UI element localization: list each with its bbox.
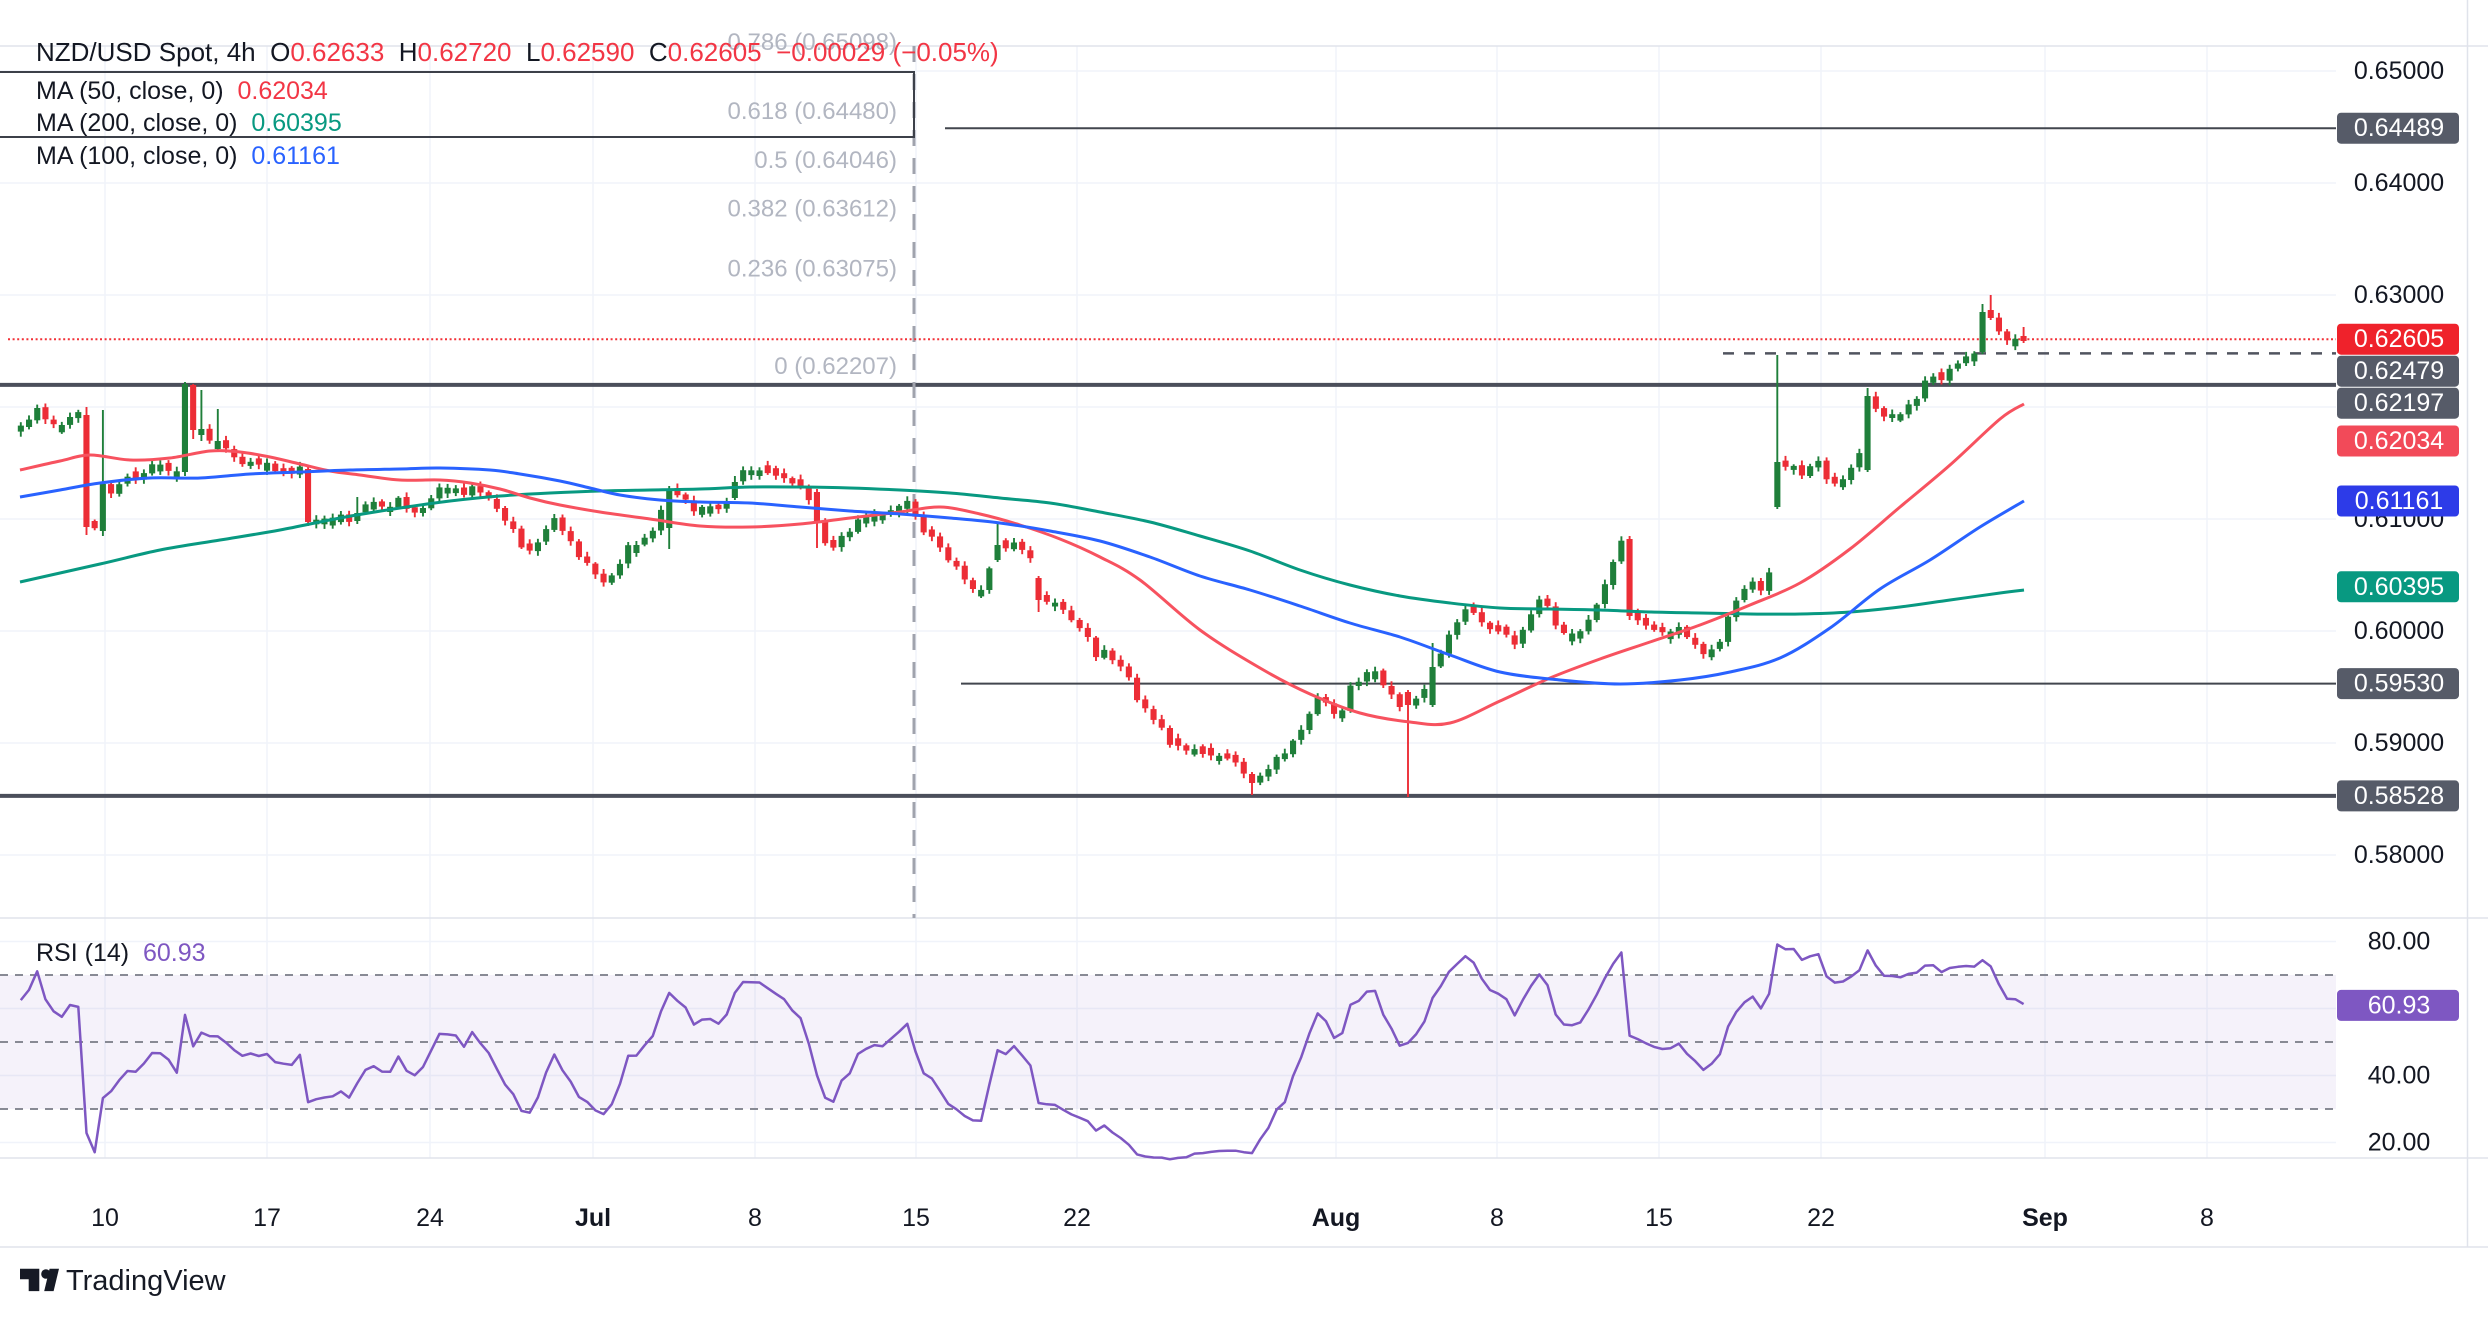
svg-text:0.382 (0.63612): 0.382 (0.63612)	[728, 196, 897, 223]
svg-text:0.60000: 0.60000	[2354, 617, 2444, 645]
svg-text:0.60395: 0.60395	[2354, 573, 2444, 601]
svg-text:0.62479: 0.62479	[2354, 357, 2444, 385]
svg-text:0.62034: 0.62034	[2354, 427, 2444, 455]
svg-text:TradingView: TradingView	[66, 1265, 227, 1297]
svg-text:0.58528: 0.58528	[2354, 782, 2444, 810]
svg-text:0.58000: 0.58000	[2354, 841, 2444, 869]
svg-text:0.64000: 0.64000	[2354, 169, 2444, 197]
svg-text:NZD/USD Spot, 4h O0.62633 H0: NZD/USD Spot, 4h O0.62633 H0.62720 L0.62…	[36, 37, 999, 67]
svg-text:0.59000: 0.59000	[2354, 729, 2444, 757]
svg-text:8: 8	[748, 1204, 762, 1232]
svg-text:0.59530: 0.59530	[2354, 670, 2444, 698]
svg-text:0.62197: 0.62197	[2354, 389, 2444, 417]
svg-text:8: 8	[1490, 1204, 1504, 1232]
svg-text:8: 8	[2200, 1204, 2214, 1232]
svg-text:MA (200, close, 0) 0.60395: MA (200, close, 0) 0.60395	[36, 109, 342, 137]
svg-text:40.00: 40.00	[2368, 1062, 2431, 1090]
svg-text:0.62605: 0.62605	[2354, 325, 2444, 353]
svg-text:17: 17	[253, 1204, 281, 1232]
svg-text:80.00: 80.00	[2368, 928, 2431, 956]
svg-text:20.00: 20.00	[2368, 1129, 2431, 1157]
svg-text:15: 15	[902, 1204, 930, 1232]
svg-text:22: 22	[1063, 1204, 1091, 1232]
svg-text:24: 24	[416, 1204, 444, 1232]
svg-text:60.93: 60.93	[2368, 991, 2431, 1019]
svg-text:0 (0.62207): 0 (0.62207)	[774, 353, 897, 380]
svg-text:0.63000: 0.63000	[2354, 281, 2444, 309]
svg-text:RSI (14) 60.93: RSI (14) 60.93	[36, 939, 206, 967]
svg-text:0.618 (0.64480): 0.618 (0.64480)	[728, 98, 897, 125]
svg-text:Sep: Sep	[2022, 1204, 2068, 1232]
svg-text:0.786 (0.65098): 0.786 (0.65098)	[728, 29, 897, 56]
svg-text:Jul: Jul	[575, 1204, 611, 1232]
svg-text:0.65000: 0.65000	[2354, 57, 2444, 85]
svg-text:0.61161: 0.61161	[2355, 487, 2444, 515]
svg-text:15: 15	[1645, 1204, 1673, 1232]
svg-text:Aug: Aug	[1312, 1204, 1361, 1232]
svg-text:0.236 (0.63075): 0.236 (0.63075)	[728, 256, 897, 283]
svg-text:22: 22	[1807, 1204, 1835, 1232]
svg-text:MA (50, close, 0) 0.62034: MA (50, close, 0) 0.62034	[36, 77, 328, 105]
svg-text:0.64489: 0.64489	[2354, 114, 2444, 142]
svg-text:0.5 (0.64046): 0.5 (0.64046)	[754, 147, 897, 174]
svg-text:MA (100, close, 0) 0.61161: MA (100, close, 0) 0.61161	[36, 142, 340, 170]
svg-text:10: 10	[91, 1204, 119, 1232]
